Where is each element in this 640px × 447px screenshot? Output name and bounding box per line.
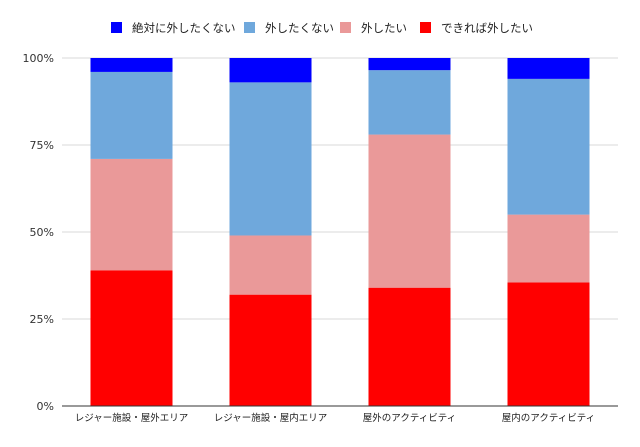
bar-segment bbox=[229, 82, 312, 236]
y-tick-label: 75% bbox=[30, 139, 54, 152]
legend-swatch bbox=[244, 22, 255, 33]
legend-label: 絶対に外したくない bbox=[132, 21, 236, 35]
legend-swatch bbox=[420, 22, 431, 33]
bars bbox=[90, 58, 590, 406]
x-tick-label: 屋内のアクティビティ bbox=[502, 412, 595, 424]
bar-segment bbox=[507, 58, 590, 79]
y-tick-label: 50% bbox=[30, 226, 54, 239]
bar-segment bbox=[368, 70, 451, 135]
bar-segment bbox=[507, 78, 590, 215]
bar-segment bbox=[507, 282, 590, 406]
bar-segment bbox=[90, 270, 173, 406]
bar-segment bbox=[90, 58, 173, 72]
x-tick-label: レジャー施設・屋内エリア bbox=[214, 412, 328, 424]
bar-segment bbox=[90, 71, 173, 159]
x-tick-label: レジャー施設・屋外エリア bbox=[75, 412, 189, 424]
x-axis-tick-labels: レジャー施設・屋外エリア レジャー施設・屋内エリア 屋外のアクティビティ 屋内のアクテ… bbox=[75, 412, 595, 424]
y-tick-label: 0% bbox=[37, 400, 54, 413]
y-tick-label: 100% bbox=[23, 52, 54, 65]
legend-label: 外したい bbox=[361, 21, 407, 35]
legend-label: できれば外したい bbox=[441, 21, 533, 35]
legend-swatch bbox=[340, 22, 351, 33]
bar-segment bbox=[90, 158, 173, 271]
bar-segment bbox=[229, 294, 312, 406]
bar-segment bbox=[507, 214, 590, 283]
bar-segment bbox=[368, 58, 451, 71]
bar-segment bbox=[368, 134, 451, 288]
bar-segment bbox=[229, 235, 312, 295]
legend: 絶対に外したくない 外したくない 外したい できれば外したい bbox=[111, 21, 533, 35]
legend-swatch bbox=[111, 22, 122, 33]
y-tick-label: 25% bbox=[30, 313, 54, 326]
bar-segment bbox=[368, 287, 451, 406]
legend-label: 外したくない bbox=[265, 21, 334, 35]
bar-segment bbox=[229, 58, 312, 83]
y-axis-tick-labels: 0% 25% 50% 75% 100% bbox=[23, 52, 54, 413]
x-tick-label: 屋外のアクティビティ bbox=[363, 412, 456, 424]
